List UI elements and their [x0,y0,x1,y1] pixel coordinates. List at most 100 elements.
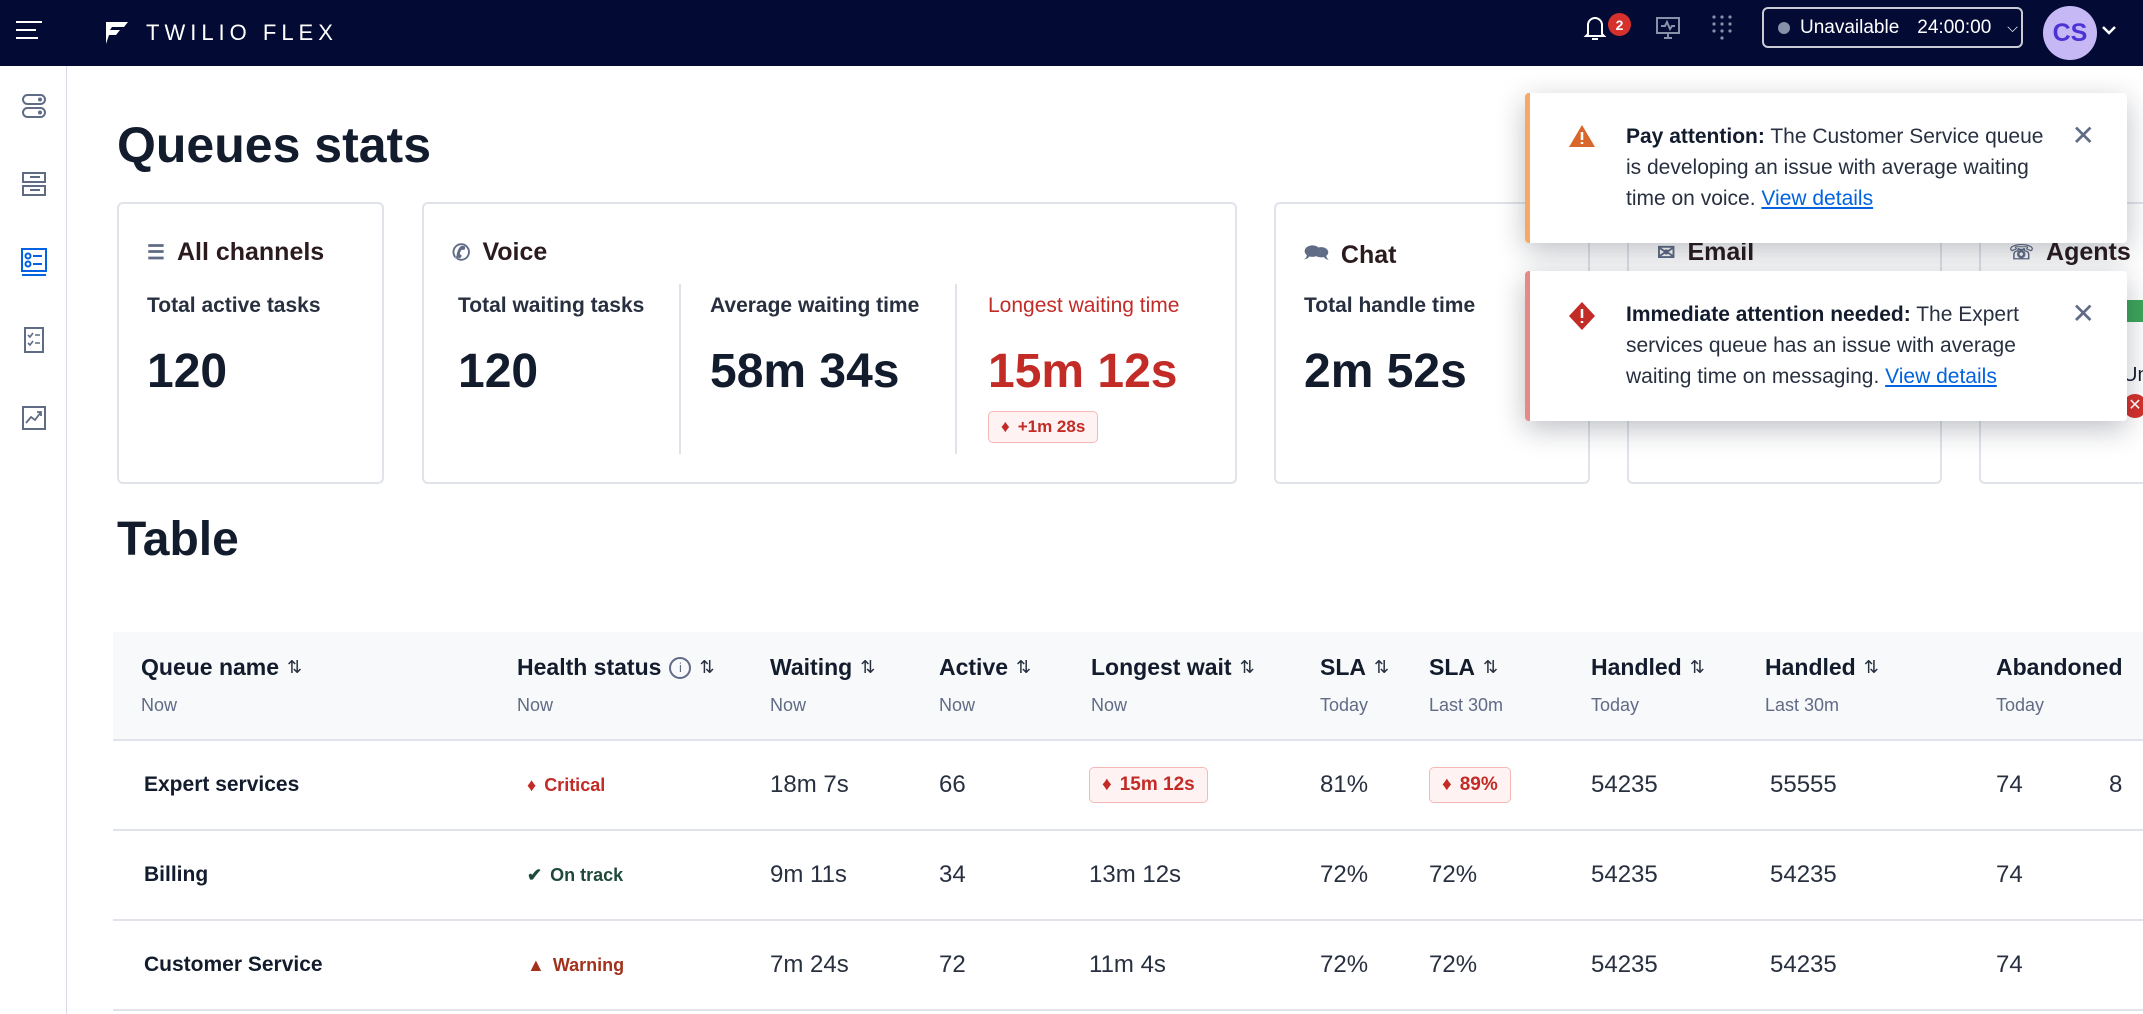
table-row[interactable]: Expert services ♦ Critical 18m 7s 66 ♦ 15m 12s… [113,741,2143,831]
all-channels-icon: ☰ [147,242,165,264]
cell-sla-today: 72% [1320,861,1369,888]
toggles-icon [22,94,46,118]
cell-sla-30m: 72% [1429,861,1478,888]
close-icon[interactable]: ✕ [2071,298,2095,329]
column-sublabel: Today [1591,695,1640,715]
cell-sla-today: 81% [1320,771,1369,798]
column-label: Waiting [770,654,853,680]
column-header[interactable]: Handled ⇅ Last 30m [1765,654,1879,716]
sort-icon[interactable]: ⇅ [1374,657,1390,677]
sort-icon[interactable]: ⇅ [1689,657,1705,677]
cell-name: Expert services [144,773,300,796]
cell-active: 66 [939,771,966,798]
phone-icon: ✆ [452,239,471,265]
status-dot-icon [1778,21,1790,34]
cell-overflow: 8 [2109,771,2123,798]
health-status-label: Critical [544,774,606,795]
column-header[interactable]: Handled ⇅ Today [1591,654,1705,716]
sidebar-item-queues-stats[interactable] [14,242,54,282]
column-header[interactable]: Abandoned Today [1996,654,2123,716]
cell-longest: 11m 4s [1089,951,1166,978]
toast-error: Immediate attention needed: The Expert s… [1525,271,2127,421]
cell-handled-today: 54235 [1591,951,1658,978]
metric-label: Total active tasks [147,294,321,317]
cell-handled-today: 54235 [1591,861,1658,888]
column-label: Queue name [141,654,280,680]
column-header[interactable]: SLA ⇅ Today [1320,654,1389,716]
sort-icon[interactable]: ⇅ [860,657,876,677]
metric-value: 120 [458,345,539,398]
divider [955,284,957,454]
view-details-link[interactable]: View details [1885,365,1997,388]
column-header[interactable]: SLA ⇅ Last 30m [1429,654,1503,716]
metric-label: Longest waiting time [988,294,1180,317]
sort-icon[interactable]: ⇅ [1863,657,1879,677]
sort-icon[interactable]: ⇅ [1016,657,1032,677]
column-sublabel: Last 30m [1429,695,1504,715]
info-icon[interactable]: i [669,656,692,679]
sort-icon[interactable]: ⇅ [1239,657,1255,677]
view-details-link[interactable]: View details [1761,187,1874,210]
delta-value: +1m 28s [1017,417,1086,436]
critical-diamond-icon: ♦ [1442,774,1452,795]
cell-handled-30m: 54235 [1770,861,1837,888]
sort-icon[interactable]: ⇅ [287,657,303,677]
check-circle-icon: ✔ [527,864,543,885]
cell-waiting: 9m 11s [770,861,847,888]
page-title: Queues stats [117,117,432,173]
delta-badge: ♦ +1m 28s [988,411,1099,443]
column-sublabel: Today [1320,695,1369,715]
sidebar-item-toggles[interactable] [14,86,54,126]
unavailable-x-icon: ✕ [2123,394,2143,418]
cell-sla-30m: 72% [1429,951,1478,978]
cell-sla-30m: ♦ 89% [1429,741,1511,829]
sidebar-item-queues-list[interactable] [14,164,54,204]
column-label: Handled [1591,654,1682,680]
column-header[interactable]: Longest wait ⇅ Now [1091,654,1255,716]
column-header[interactable]: Queue name ⇅ Now [141,654,302,716]
sort-icon[interactable]: ⇅ [699,657,715,677]
user-menu-chevron-icon[interactable] [2101,24,2117,36]
toast-message: The Customer Service queue is developing… [1626,125,2044,210]
monitor-icon[interactable] [1655,16,1681,40]
metric-value: 58m 34s [710,345,900,398]
sidebar-item-analytics[interactable] [14,398,54,438]
cell-health: ✔ On track [527,831,623,919]
metric-label: Average waiting time [710,294,920,317]
close-icon[interactable]: ✕ [2071,120,2095,151]
table-row[interactable]: Customer Service ▲ Warning 7m 24s 72 11m 4s 72… [113,921,2143,1011]
sort-icon[interactable]: ⇅ [1483,657,1499,677]
analytics-icon [22,406,46,430]
divider [679,284,681,454]
column-header[interactable]: Waiting ⇅ Now [770,654,875,716]
cell-handled-30m: 55555 [1770,771,1837,798]
agents-partial-label: Un [2123,364,2143,386]
checklist-icon [24,327,44,353]
cell-name: Customer Service [144,953,323,976]
table-row[interactable]: Billing ✔ On track 9m 11s 34 13m 12s 72% 72% 542… [113,831,2143,921]
sidebar-item-checklist[interactable] [14,320,54,360]
column-header[interactable]: Health status i ⇅ Now [517,654,715,716]
user-avatar[interactable]: CS [2043,6,2097,60]
cell-active: 34 [939,861,966,888]
cell-waiting: 7m 24s [770,951,849,978]
cell-longest: 13m 12s [1089,861,1182,888]
activity-status-dropdown[interactable]: Unavailable 24:00:00 ⌵ [1762,7,2023,48]
column-sublabel: Now [1091,695,1128,715]
twilio-flex-logo-icon [106,22,128,44]
column-label: Active [939,654,1009,680]
column-sublabel: Now [939,695,976,715]
card-voice: ✆ Voice Total waiting tasks 120 Average wa… [422,202,1237,484]
dialpad-icon[interactable] [1711,14,1733,40]
column-header[interactable]: Active ⇅ Now [939,654,1031,716]
toast-message: The Expert services queue has an issue w… [1626,303,2019,388]
sidebar [0,66,67,1014]
cell-abandoned-today: 74 [1996,771,2023,798]
column-sublabel: Now [141,695,178,715]
cell-handled-30m: 54235 [1770,951,1837,978]
notification-badge: 2 [1608,13,1631,36]
queues-stats-icon [21,248,47,276]
queues-list-icon [22,172,46,196]
bell-icon[interactable] [1583,14,1607,42]
hamburger-menu-icon[interactable] [16,15,42,45]
